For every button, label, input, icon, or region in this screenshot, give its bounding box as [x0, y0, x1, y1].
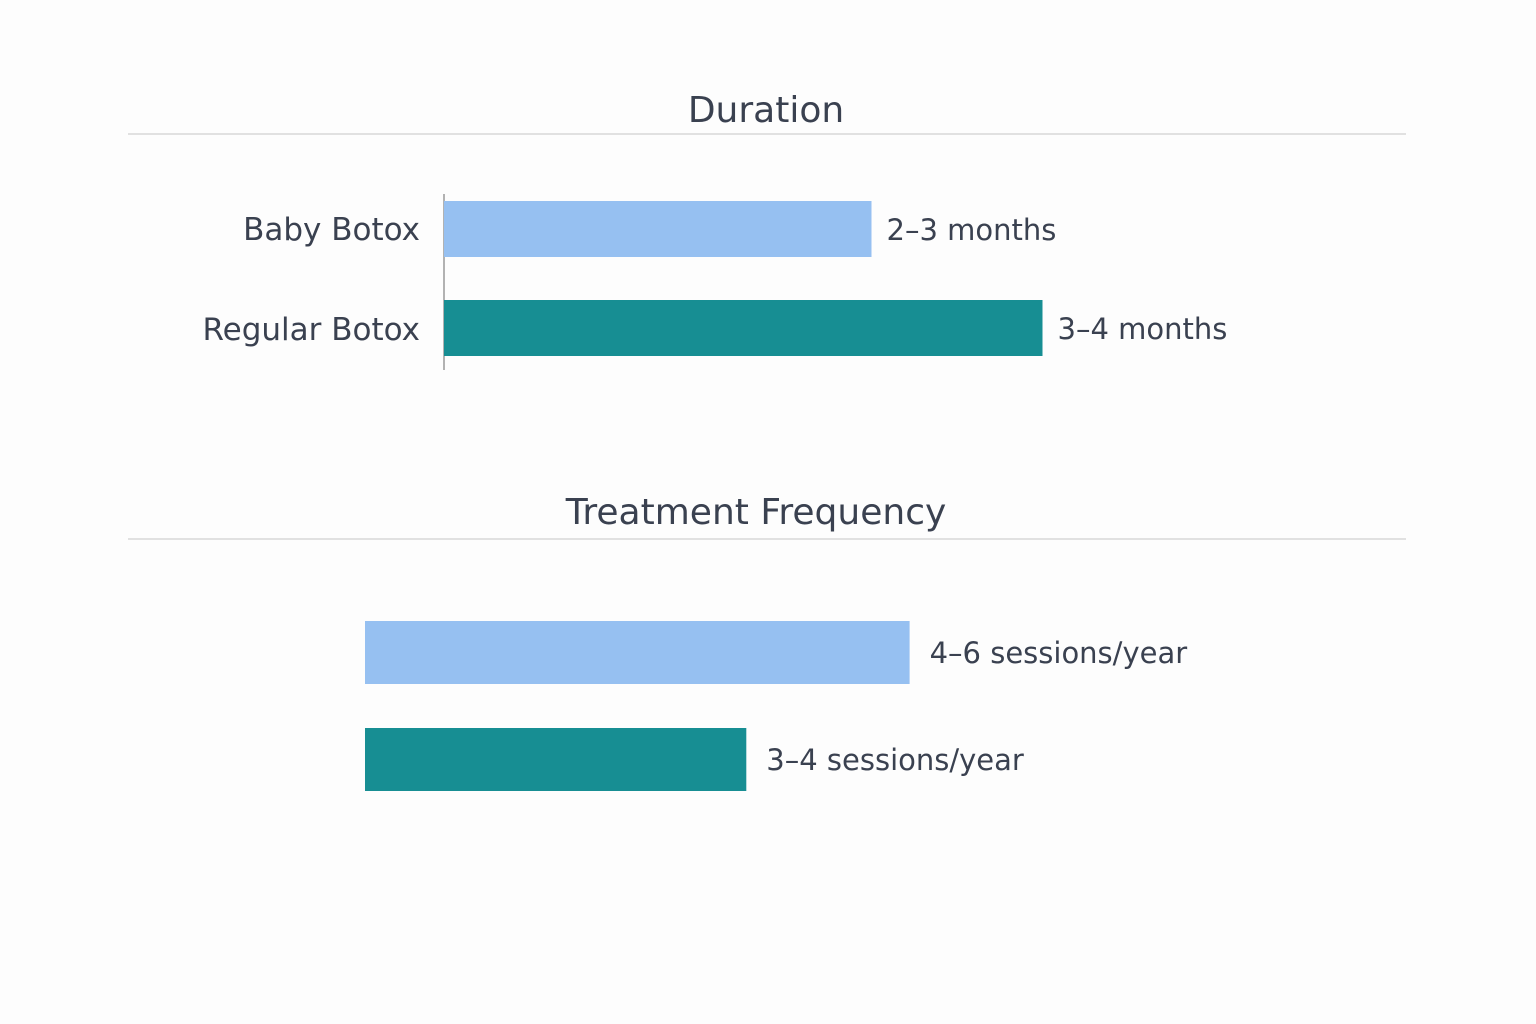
duration-title: Duration	[688, 90, 844, 131]
duration-bar-regular	[444, 300, 1043, 356]
duration-value-label-regular: 3–4 months	[1058, 312, 1228, 346]
duration-category-label-baby: Baby Botox	[243, 212, 420, 248]
frequency-title: Treatment Frequency	[565, 492, 947, 533]
frequency-bar-regular	[365, 728, 747, 791]
frequency-value-label-baby: 4–6 sessions/year	[930, 636, 1188, 670]
frequency-bar-baby	[365, 621, 910, 684]
duration-chart: Duration Baby Botox 2–3 months Regular B…	[128, 90, 1406, 370]
frequency-value-label-regular: 3–4 sessions/year	[766, 743, 1024, 777]
frequency-chart: Treatment Frequency 4–6 sessions/year 3–…	[128, 492, 1406, 791]
duration-category-label-regular: Regular Botox	[203, 312, 421, 348]
duration-value-label-baby: 2–3 months	[887, 213, 1057, 247]
duration-bar-baby	[444, 201, 872, 257]
